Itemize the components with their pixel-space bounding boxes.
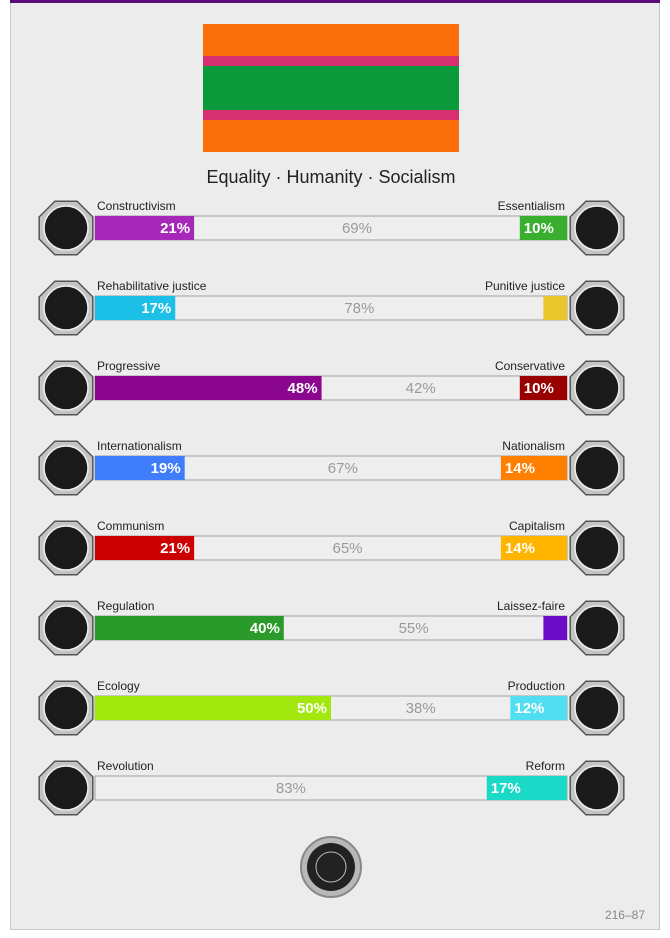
middle-value: 42% xyxy=(406,380,436,397)
right-value: 17% xyxy=(491,780,521,797)
right-name: Reform xyxy=(526,759,565,773)
left-name: Communism xyxy=(97,519,164,533)
left-value: 50% xyxy=(297,700,327,717)
right-bar xyxy=(500,536,567,560)
middle-value: 38% xyxy=(406,700,436,717)
left-value: 21% xyxy=(160,540,190,557)
middle-value: 78% xyxy=(344,300,374,317)
left-name: Constructivism xyxy=(97,199,176,213)
axis-icon-disc xyxy=(574,365,620,411)
right-name: Production xyxy=(508,679,565,693)
left-bar xyxy=(95,376,322,400)
footer-code: 216–87 xyxy=(605,908,645,922)
right-name: Essentialism xyxy=(498,199,565,213)
left-bar xyxy=(95,616,284,640)
top-bar xyxy=(10,0,660,3)
middle-value: 83% xyxy=(276,780,306,797)
axis-icon-disc xyxy=(43,525,89,571)
middle-value: 69% xyxy=(342,220,372,237)
flag-stripe xyxy=(203,66,459,110)
right-bar xyxy=(486,776,567,800)
axis-icon-disc xyxy=(574,445,620,491)
axis-icon-disc xyxy=(574,285,620,331)
left-bar xyxy=(95,536,195,560)
flag-stripe xyxy=(203,110,459,120)
right-value: 14% xyxy=(505,540,535,557)
right-value: 10% xyxy=(524,220,554,237)
right-name: Conservative xyxy=(495,359,565,373)
right-bar xyxy=(543,296,567,320)
left-value: 40% xyxy=(250,620,280,637)
right-bar xyxy=(543,616,567,640)
left-value: 21% xyxy=(160,220,190,237)
right-name: Nationalism xyxy=(502,439,565,453)
right-value: 10% xyxy=(524,380,554,397)
right-bar xyxy=(500,456,567,480)
right-bar xyxy=(519,216,567,240)
left-value: 17% xyxy=(141,300,171,317)
right-value: 14% xyxy=(505,460,535,477)
left-bar xyxy=(95,456,185,480)
axis-icon-disc xyxy=(43,205,89,251)
middle-value: 55% xyxy=(399,620,429,637)
middle-value: 65% xyxy=(333,540,363,557)
left-bar xyxy=(95,216,195,240)
left-bar xyxy=(95,296,176,320)
left-name: Ecology xyxy=(97,679,140,693)
left-name: Rehabilitative justice xyxy=(97,279,207,293)
flag-stripe xyxy=(203,56,459,66)
axis-icon-disc xyxy=(43,685,89,731)
axis-icon-disc xyxy=(574,205,620,251)
axis-icon-disc xyxy=(574,685,620,731)
right-bar xyxy=(510,696,567,720)
left-value: 48% xyxy=(288,380,318,397)
motto: Equality · Humanity · Socialism xyxy=(206,167,455,187)
axis-icon-disc xyxy=(43,445,89,491)
axis-icon-disc xyxy=(574,765,620,811)
axis-icon-disc xyxy=(574,525,620,571)
axis-icon-disc xyxy=(43,765,89,811)
axis-icon-disc xyxy=(574,605,620,651)
right-value: 12% xyxy=(514,700,544,717)
left-name: Regulation xyxy=(97,599,154,613)
right-name: Punitive justice xyxy=(485,279,565,293)
flag xyxy=(203,24,459,152)
left-value: 19% xyxy=(151,460,181,477)
left-name: Internationalism xyxy=(97,439,182,453)
left-name: Revolution xyxy=(97,759,154,773)
footer-emblem xyxy=(300,836,362,898)
left-name: Progressive xyxy=(97,359,161,373)
left-bar xyxy=(95,696,331,720)
middle-value: 67% xyxy=(328,460,358,477)
axis-icon-disc xyxy=(43,605,89,651)
axis-icon-disc xyxy=(43,365,89,411)
right-name: Laissez-faire xyxy=(497,599,565,613)
right-bar xyxy=(519,376,567,400)
right-name: Capitalism xyxy=(509,519,565,533)
axis-icon-disc xyxy=(43,285,89,331)
